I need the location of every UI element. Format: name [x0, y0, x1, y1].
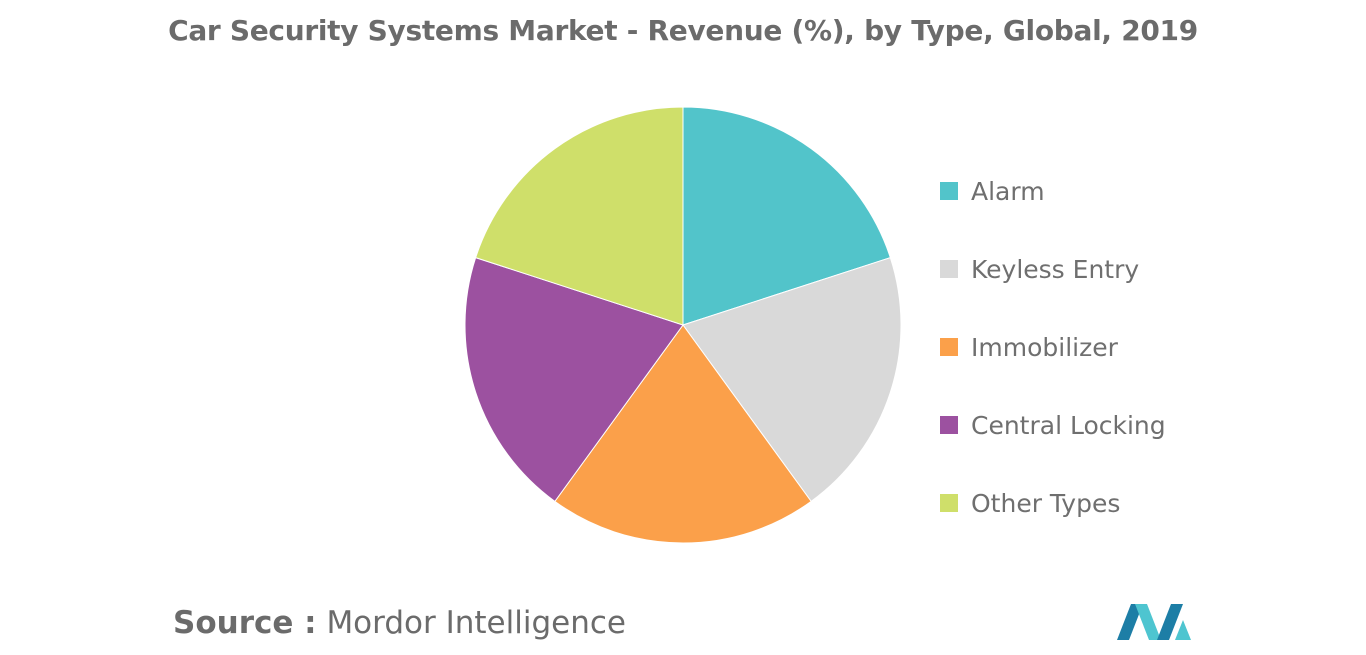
pie-slices	[464, 106, 902, 544]
pie-slice-alarm	[682, 106, 891, 326]
chart-title: Car Security Systems Market - Revenue (%…	[168, 14, 1198, 47]
legend-label-immobilizer: Immobilizer	[971, 332, 1118, 362]
logo-right-stroke	[1157, 604, 1183, 640]
logo-middle-stroke	[1135, 604, 1161, 640]
chart-legend: Alarm Keyless Entry Immobilizer Central Loc…	[940, 152, 1166, 542]
legend-item-other-types: Other Types	[940, 464, 1166, 542]
legend-swatch-other-types	[940, 494, 958, 512]
legend-swatch-alarm	[940, 182, 958, 200]
legend-label-central-locking: Central Locking	[971, 410, 1166, 440]
legend-item-alarm: Alarm	[940, 152, 1166, 230]
pie-slice-keyless-entry	[682, 256, 902, 503]
legend-label-alarm: Alarm	[971, 176, 1045, 206]
logo-left-stroke	[1117, 604, 1143, 640]
logo-tail-stroke	[1175, 620, 1191, 640]
mordor-intelligence-logo-icon	[1117, 604, 1191, 640]
legend-label-other-types: Other Types	[971, 488, 1121, 518]
legend-label-keyless-entry: Keyless Entry	[971, 254, 1140, 284]
legend-item-immobilizer: Immobilizer	[940, 308, 1166, 386]
legend-item-central-locking: Central Locking	[940, 386, 1166, 464]
legend-item-keyless-entry: Keyless Entry	[940, 230, 1166, 308]
pie-slice-immobilizer	[554, 324, 812, 544]
source-text: Mordor Intelligence	[326, 605, 626, 641]
pie-slice-other-types	[475, 106, 684, 326]
source-line: Source : Mordor Intelligence	[173, 605, 626, 641]
source-prefix: Source :	[173, 605, 317, 641]
legend-swatch-keyless-entry	[940, 260, 958, 278]
pie-slice-central-locking	[464, 256, 684, 503]
legend-swatch-immobilizer	[940, 338, 958, 356]
legend-swatch-central-locking	[940, 416, 958, 434]
